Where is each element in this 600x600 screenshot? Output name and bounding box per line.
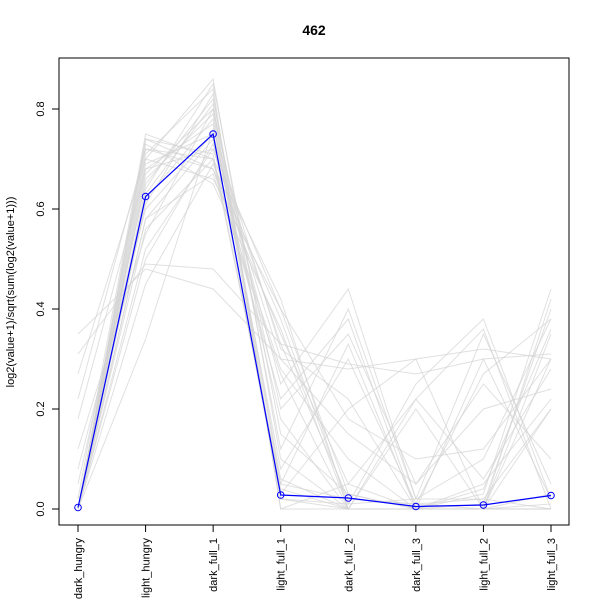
background-series-line-5 (77, 107, 552, 486)
x-tick-label-dark_full_3: dark_full_3 (411, 538, 423, 592)
background-series-line-16 (77, 82, 552, 510)
x-tick-label-light_hungry: light_hungry (141, 538, 153, 598)
highlight-point-dark_hungry (74, 503, 82, 512)
background-series-line-4 (77, 148, 552, 485)
x-tick-label-dark_full_1: dark_full_1 (208, 538, 220, 592)
background-series-line-1 (77, 263, 552, 375)
x-tick-label-dark_full_2: dark_full_2 (343, 538, 355, 592)
highlight-point-dark_full_2 (344, 494, 353, 502)
background-series-line-7 (77, 97, 552, 501)
y-tick-label-2: 0.4 (35, 301, 47, 316)
background-series-group (77, 77, 552, 511)
x-tick-label-dark_hungry: dark_hungry (73, 538, 85, 600)
y-tick-label-0: 0.0 (35, 501, 47, 516)
background-series-line-2 (77, 158, 552, 460)
highlight-point-light_hungry (141, 192, 150, 201)
background-series-line-14 (77, 162, 552, 510)
background-series-line-22 (77, 87, 552, 510)
x-axis: dark_hungry light_hungry dark_full_1 light_… (73, 525, 558, 599)
y-axis: 0.0 0.2 0.4 0.6 0.8 (35, 101, 59, 517)
background-series-line-11 (77, 112, 552, 510)
y-tick-label-4: 0.8 (35, 101, 47, 116)
highlight-point-light_full_1 (276, 491, 285, 499)
highlight-point-light_full_3 (547, 491, 555, 500)
x-tick-label-light_full_1: light_full_1 (276, 538, 288, 591)
background-series-line-9 (77, 117, 552, 511)
chart-title: 462 (302, 22, 326, 38)
y-tick-label-3: 0.6 (35, 201, 47, 216)
background-series-line-18 (77, 92, 551, 510)
x-tick-label-light_full_3: light_full_3 (546, 538, 558, 591)
y-axis-label: log2(value+1)/sqrt(sum(log2(value+1))) (5, 197, 17, 388)
highlight-point-dark_full_1 (209, 130, 217, 138)
y-tick-label-1: 0.2 (35, 401, 47, 416)
background-series-line-26 (77, 102, 552, 510)
plot-frame (58, 57, 570, 526)
background-series-line-21 (77, 173, 551, 510)
background-series-line-29 (77, 138, 552, 510)
highlight-point-dark_full_3 (412, 502, 420, 511)
background-series-line-12 (77, 77, 552, 510)
background-series-line-23 (77, 142, 552, 510)
highlight-series-group (74, 130, 555, 512)
highlight-series-line (77, 132, 552, 508)
highlight-point-light_full_2 (479, 501, 488, 509)
background-series-line-28 (77, 158, 551, 510)
background-series-line-6 (77, 132, 552, 500)
background-series-line-10 (77, 137, 552, 510)
x-tick-label-light_full_2: light_full_2 (478, 538, 490, 591)
